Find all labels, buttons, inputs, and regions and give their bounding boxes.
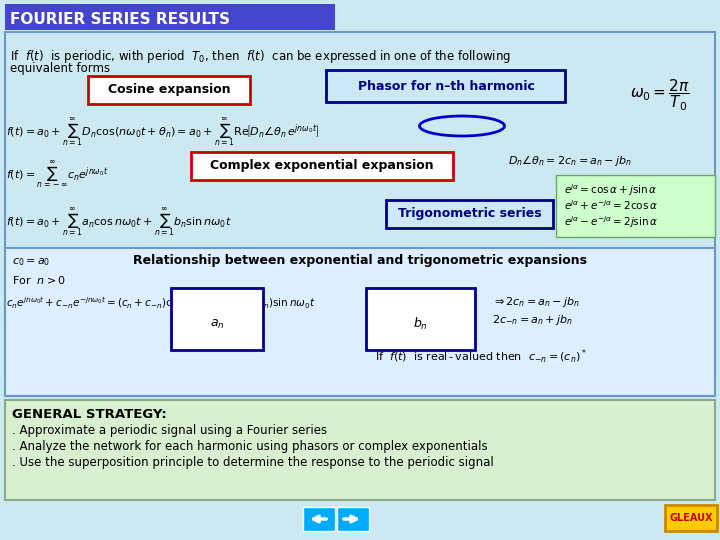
FancyBboxPatch shape — [5, 4, 335, 30]
Text: If  $f(t)$  is periodic, with period  $T_0$, then  $f(t)$  can be expressed in o: If $f(t)$ is periodic, with period $T_0$… — [10, 48, 511, 65]
Text: . Use the superposition principle to determine the response to the periodic sign: . Use the superposition principle to det… — [12, 456, 494, 469]
Text: $e^{j\alpha} + e^{-j\alpha} = 2\cos\alpha$: $e^{j\alpha} + e^{-j\alpha} = 2\cos\alph… — [564, 198, 658, 212]
FancyBboxPatch shape — [5, 32, 715, 377]
FancyBboxPatch shape — [665, 505, 717, 531]
FancyBboxPatch shape — [88, 76, 250, 104]
FancyBboxPatch shape — [191, 152, 453, 180]
Text: $\Rightarrow 2c_n = a_n - jb_n$: $\Rightarrow 2c_n = a_n - jb_n$ — [492, 295, 580, 309]
Text: Complex exponential expansion: Complex exponential expansion — [210, 159, 434, 172]
FancyBboxPatch shape — [5, 248, 715, 396]
FancyBboxPatch shape — [303, 507, 335, 531]
Text: FOURIER SERIES RESULTS: FOURIER SERIES RESULTS — [10, 12, 230, 28]
Text: Trigonometric series: Trigonometric series — [398, 207, 542, 220]
FancyBboxPatch shape — [337, 507, 369, 531]
Text: $\omega_0 = \dfrac{2\pi}{T_0}$: $\omega_0 = \dfrac{2\pi}{T_0}$ — [630, 78, 690, 113]
Text: . Analyze the network for each harmonic using phasors or complex exponentials: . Analyze the network for each harmonic … — [12, 440, 487, 453]
Text: Relationship between exponential and trigonometric expansions: Relationship between exponential and tri… — [133, 254, 587, 267]
Text: $D_n \angle \theta_n = 2c_n = a_n - jb_n$: $D_n \angle \theta_n = 2c_n = a_n - jb_n… — [508, 153, 632, 168]
Text: $b_n$: $b_n$ — [413, 316, 428, 332]
Text: $2c_{-n} = a_n + jb_n$: $2c_{-n} = a_n + jb_n$ — [492, 313, 573, 327]
Text: . Approximate a periodic signal using a Fourier series: . Approximate a periodic signal using a … — [12, 424, 327, 437]
Text: For  $n > 0$: For $n > 0$ — [12, 274, 66, 286]
Text: If  $f(t)$  is real$\,$-$\,$valued then  $c_{-n} = (c_n)^*$: If $f(t)$ is real$\,$-$\,$valued then $c… — [375, 348, 587, 366]
Text: GENERAL STRATEGY:: GENERAL STRATEGY: — [12, 408, 167, 421]
FancyBboxPatch shape — [171, 288, 263, 350]
FancyBboxPatch shape — [366, 288, 475, 350]
Text: Cosine expansion: Cosine expansion — [108, 84, 230, 97]
FancyBboxPatch shape — [386, 200, 553, 228]
FancyBboxPatch shape — [556, 175, 715, 237]
Text: $f(t) = a_0 + \sum_{n=1}^{\infty} D_n \cos(n\omega_0 t + \theta_n) = a_0 + \sum_: $f(t) = a_0 + \sum_{n=1}^{\infty} D_n \c… — [6, 115, 320, 148]
Text: $a_n$: $a_n$ — [210, 318, 225, 330]
Text: equivalent forms: equivalent forms — [10, 62, 110, 75]
FancyBboxPatch shape — [326, 70, 565, 102]
Text: $c_n e^{jn\omega_0 t} + c_{-n} e^{-jn\omega_0 t} = (c_n + c_{-n})\cos n\omega_0 : $c_n e^{jn\omega_0 t} + c_{-n} e^{-jn\om… — [6, 295, 315, 311]
Text: GLEAUX: GLEAUX — [670, 513, 713, 523]
FancyBboxPatch shape — [5, 400, 715, 500]
Text: $e^{j\alpha} = \cos\alpha + j\sin\alpha$: $e^{j\alpha} = \cos\alpha + j\sin\alpha$ — [564, 182, 657, 198]
Text: $f(t) = \sum_{n=-\infty}^{\infty} c_n e^{jn\omega_0 t}$: $f(t) = \sum_{n=-\infty}^{\infty} c_n e^… — [6, 158, 109, 190]
Text: $e^{j\alpha} - e^{-j\alpha} = 2j\sin\alpha$: $e^{j\alpha} - e^{-j\alpha} = 2j\sin\alp… — [564, 214, 658, 230]
Text: $f(t) = a_0 + \sum_{n=1}^{\infty} a_n \cos n\omega_0 t + \sum_{n=1}^{\infty} b_n: $f(t) = a_0 + \sum_{n=1}^{\infty} a_n \c… — [6, 205, 232, 238]
Text: $c_0 = a_0$: $c_0 = a_0$ — [12, 256, 50, 268]
Text: Phasor for n–th harmonic: Phasor for n–th harmonic — [358, 79, 534, 92]
